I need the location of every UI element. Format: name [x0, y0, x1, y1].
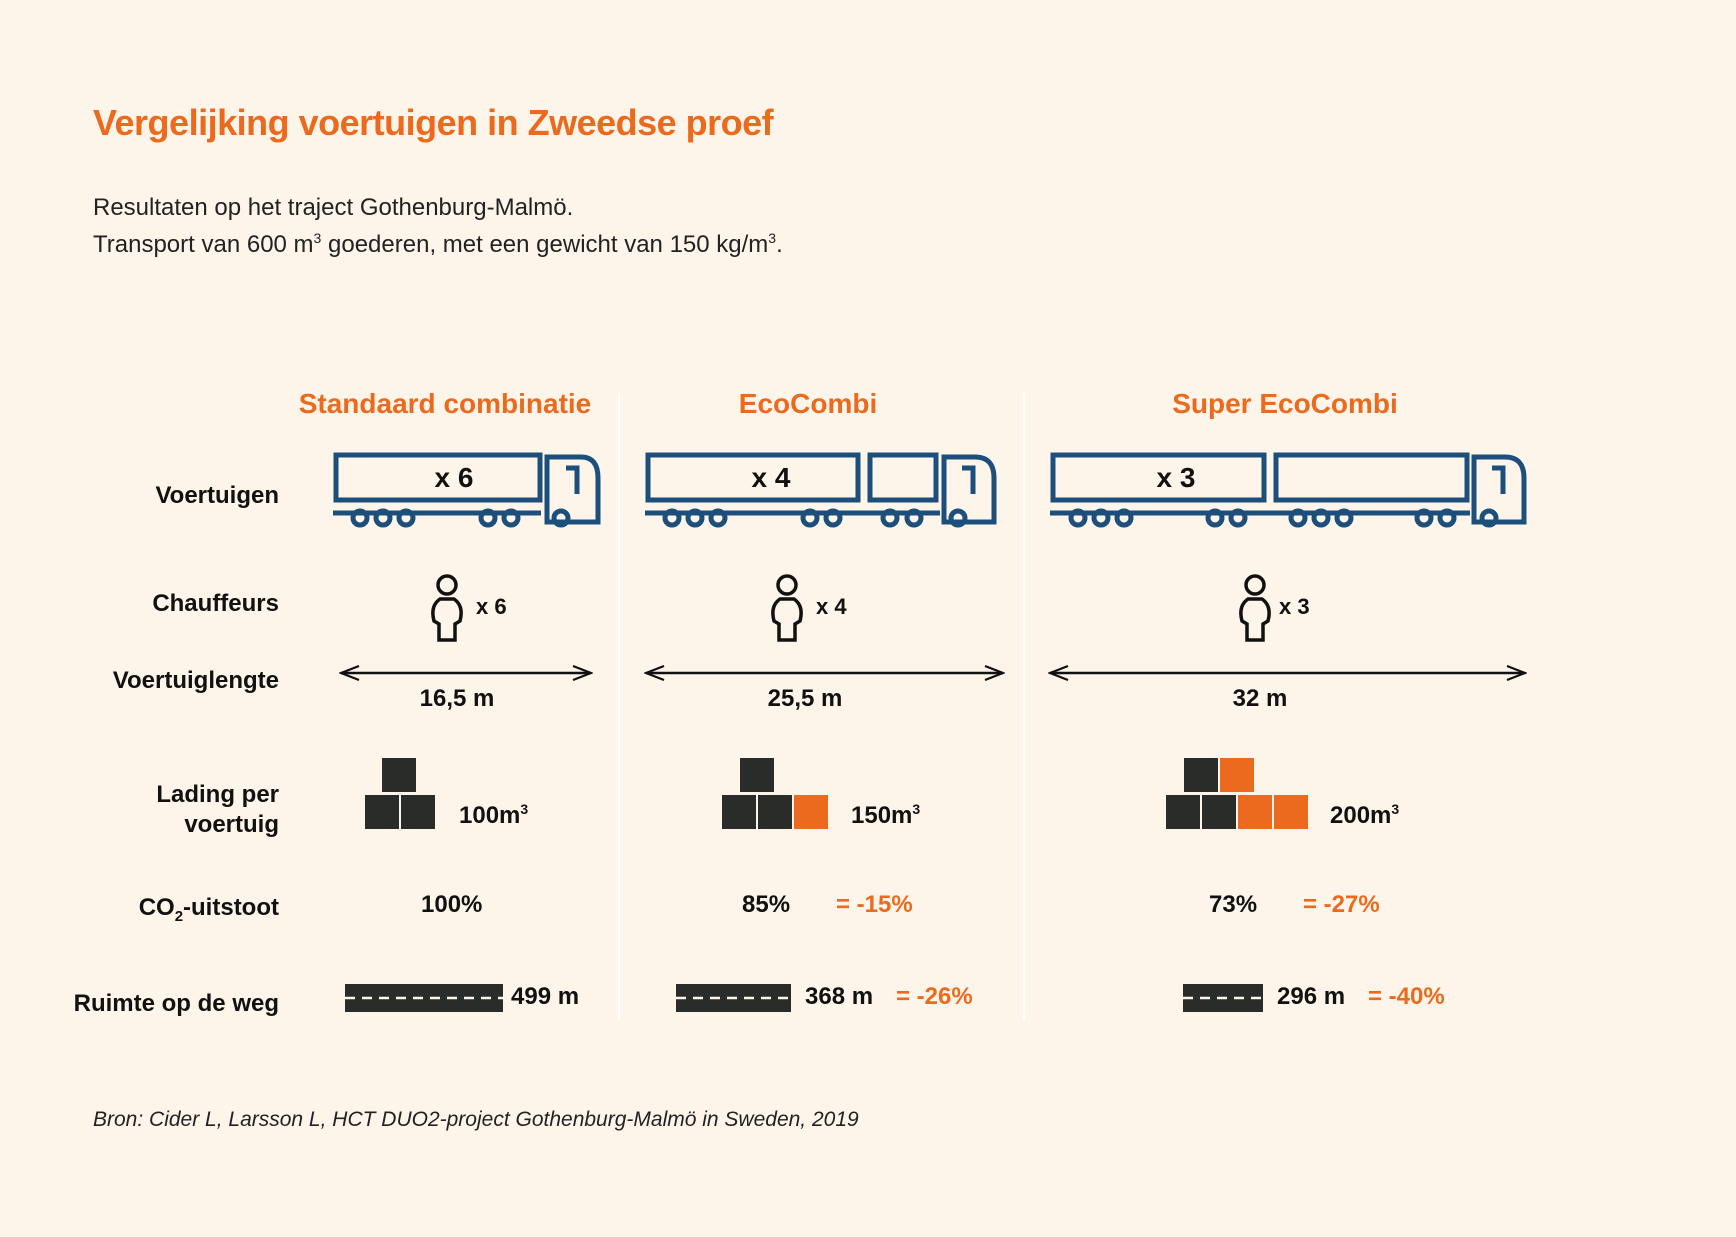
driver-icon	[431, 574, 463, 642]
vehicle-count-ecocombi: x 4	[751, 462, 791, 493]
truck-icon	[1050, 452, 1527, 528]
row-label-road: Ruimte op de weg	[73, 990, 279, 1017]
road-icon	[676, 984, 791, 1012]
driver-count-ecocombi: x 4	[816, 594, 847, 619]
row-label-length: Voertuiglengte	[112, 667, 279, 694]
cargo-box-icon	[399, 793, 437, 831]
cargo-box-icon	[1236, 793, 1274, 831]
superscript: 3	[768, 230, 777, 246]
column-heading-super-ecocombi: Super EcoCombi	[1172, 388, 1398, 419]
cargo-box-icon	[380, 756, 418, 794]
column-divider	[1023, 393, 1025, 1021]
source-note: Bron: Cider L, Larsson L, HCT DUO2-proje…	[93, 1108, 859, 1131]
cargo-box-icon	[363, 793, 401, 831]
cargo-stack-super-ecocombi	[1164, 756, 1310, 831]
cargo-box-icon	[1164, 793, 1202, 831]
length-super-ecocombi: 32 m	[1232, 685, 1288, 712]
subtitle-text-b: goederen, met een gewicht van 150 kg/m	[321, 231, 769, 258]
truck-icon	[645, 452, 997, 528]
road-delta-ecocombi: = -26%	[896, 983, 973, 1010]
subtitle-text-a: Transport van 600 m	[93, 231, 314, 258]
co2-prefix: CO	[138, 894, 175, 921]
load-value: 200m	[1330, 802, 1392, 829]
load-super-ecocombi: 200m3	[1330, 802, 1399, 830]
cargo-box-icon	[738, 756, 776, 794]
cargo-stack-ecocombi	[720, 756, 830, 831]
subtitle-line-2: Transport van 600 m3 goederen, met een g…	[93, 231, 783, 259]
co2-delta-super-ecocombi: = -27%	[1303, 891, 1380, 918]
cargo-box-icon	[792, 793, 830, 831]
driver-count-super-ecocombi: x 3	[1279, 594, 1310, 619]
vehicle-count-standard: x 6	[434, 462, 474, 493]
driver-icon	[771, 574, 803, 642]
co2-delta-ecocombi: = -15%	[836, 891, 913, 918]
co2-subscript: 2	[174, 908, 184, 925]
road-icon	[1183, 984, 1263, 1012]
driver-count-standard: x 6	[476, 594, 507, 619]
co2-super-ecocombi: 73%	[1209, 891, 1258, 918]
row-label-load: Lading per voertuig	[156, 780, 279, 840]
cargo-box-icon	[1218, 756, 1256, 794]
column-divider	[618, 393, 620, 1021]
cargo-box-icon	[756, 793, 794, 831]
road-super-ecocombi: 296 m	[1277, 983, 1346, 1010]
row-label-vehicles: Voertuigen	[155, 482, 279, 509]
cargo-box-icon	[1200, 793, 1238, 831]
co2-standard: 100%	[421, 891, 483, 918]
row-label-drivers: Chauffeurs	[152, 590, 279, 617]
row-label-co2: CO2-uitstoot	[138, 893, 279, 925]
cargo-stack-standard	[363, 756, 437, 831]
superscript: 3	[313, 230, 322, 246]
row-label-load-line2: voertuig	[184, 811, 279, 838]
co2-suffix: -uitstoot	[183, 894, 279, 921]
road-ecocombi: 368 m	[805, 983, 874, 1010]
row-label-load-line1: Lading per	[156, 781, 279, 808]
cargo-box-icon	[1182, 756, 1220, 794]
driver-icon	[1239, 574, 1271, 642]
load-ecocombi: 150m3	[851, 802, 920, 830]
road-standard: 499 m	[511, 983, 580, 1010]
road-icon	[345, 984, 503, 1012]
load-value: 150m	[851, 802, 913, 829]
cargo-box-icon	[1272, 793, 1310, 831]
subtitle-text-c: .	[776, 231, 783, 258]
subtitle-line-1: Resultaten op het traject Gothenburg-Mal…	[93, 194, 574, 221]
superscript: 3	[912, 801, 921, 817]
column-heading-standard: Standaard combinatie	[298, 388, 592, 419]
vehicle-count-super-ecocombi: x 3	[1156, 462, 1196, 493]
truck-icon	[333, 452, 601, 528]
road-delta-super-ecocombi: = -40%	[1368, 983, 1445, 1010]
column-heading-ecocombi: EcoCombi	[738, 388, 878, 419]
cargo-box-icon	[720, 793, 758, 831]
load-value: 100m	[459, 802, 521, 829]
co2-ecocombi: 85%	[742, 891, 791, 918]
length-standard: 16,5 m	[419, 685, 495, 712]
load-standard: 100m3	[459, 802, 528, 830]
superscript: 3	[520, 801, 529, 817]
page-title: Vergelijking voertuigen in Zweedse proef	[93, 102, 774, 143]
length-ecocombi: 25,5 m	[767, 685, 843, 712]
superscript: 3	[1391, 801, 1400, 817]
